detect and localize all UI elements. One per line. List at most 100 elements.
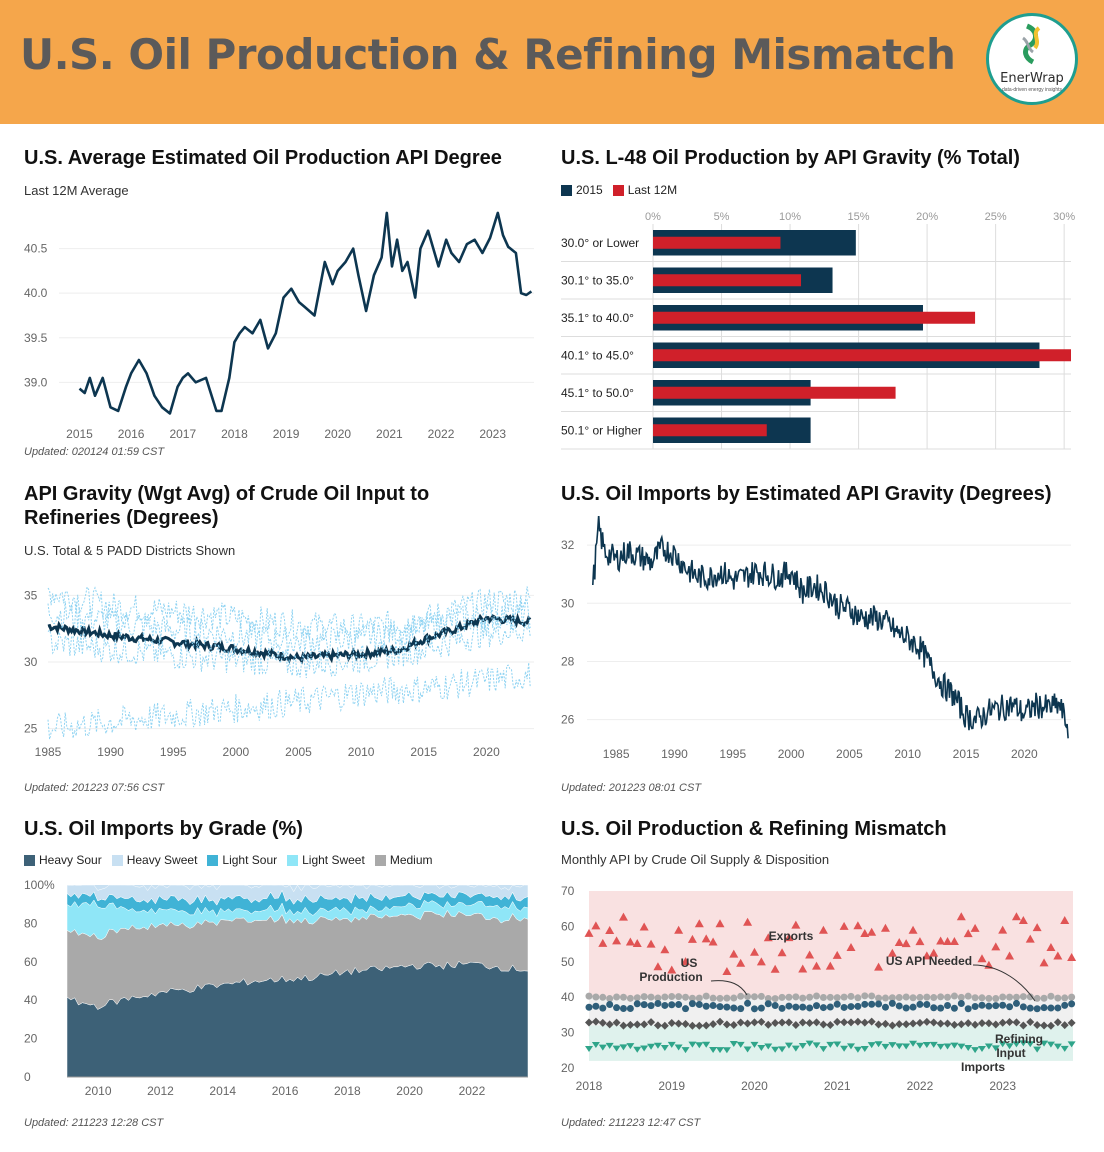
marker-exports: [956, 912, 966, 921]
marker-us-api-needed: [778, 993, 786, 1001]
marker-us-api-needed: [868, 992, 876, 1000]
marker-exports: [598, 938, 608, 947]
x-tick-label: 2018: [334, 1084, 361, 1098]
marker-us-production: [1061, 1001, 1069, 1009]
marker-refining-input: [764, 1020, 773, 1029]
marker-imports: [771, 1046, 780, 1053]
marker-imports: [867, 1042, 876, 1049]
marker-refining-input: [1040, 1021, 1049, 1030]
marker-refining-input: [750, 1018, 759, 1027]
marker-imports: [991, 1045, 1000, 1052]
marker-exports: [791, 920, 801, 929]
marker-imports: [812, 1042, 821, 1049]
marker-refining-input: [619, 1021, 628, 1030]
marker-exports: [701, 934, 711, 943]
marker-us-production: [847, 1003, 855, 1011]
marker-us-production: [923, 1000, 931, 1008]
legend-item: Light Sour: [207, 853, 277, 867]
marker-us-api-needed: [875, 994, 883, 1002]
annotation-arrow: [710, 980, 748, 996]
marker-exports: [756, 957, 766, 966]
marker-us-production: [654, 1000, 662, 1008]
marker-imports: [619, 1044, 628, 1051]
marker-refining-input: [826, 1021, 835, 1030]
x-tick-label: 2015: [953, 747, 980, 761]
marker-exports: [915, 937, 925, 946]
category-label: 30.1° to 35.0°: [561, 273, 634, 287]
marker-us-production: [992, 1002, 1000, 1010]
marker-imports: [922, 1041, 931, 1048]
chart-plot: 0 20 40 60 80 100% 2010 2012 2014 2016 2018 2020 202…: [24, 878, 529, 1098]
marker-imports: [888, 1042, 897, 1049]
marker-imports: [612, 1045, 621, 1052]
marker-exports: [922, 951, 932, 960]
marker-imports: [881, 1043, 890, 1050]
marker-us-production: [1026, 1004, 1034, 1012]
marker-us-api-needed: [764, 994, 772, 1002]
marker-us-api-needed: [647, 993, 655, 1001]
marker-exports: [1067, 953, 1077, 962]
y-tick-label: 30: [561, 596, 575, 610]
x-tick-label: 2020: [324, 427, 351, 441]
marker-us-production: [785, 1002, 793, 1010]
marker-exports: [846, 943, 856, 952]
marker-refining-input: [936, 1019, 945, 1028]
x-tick-label: 2020: [741, 1079, 768, 1093]
marker-us-api-needed: [1047, 992, 1055, 1000]
logo-tagline: data-driven energy insights: [1001, 87, 1063, 93]
marker-us-production: [682, 1005, 690, 1013]
marker-refining-input: [798, 1018, 807, 1027]
marker-refining-input: [860, 1018, 869, 1027]
x-tick-label: 0%: [645, 211, 661, 223]
marker-exports: [639, 922, 649, 931]
x-tick-label: 2016: [118, 427, 145, 441]
y-tick-label: 60: [561, 919, 575, 933]
marker-us-api-needed: [1012, 993, 1020, 1001]
series-line-padd: [47, 585, 531, 643]
marker-refining-input: [647, 1018, 656, 1027]
marker-us-api-needed: [613, 993, 621, 1001]
chart-title: U.S. Oil Imports by Estimated API Gravit…: [561, 483, 1052, 505]
marker-us-production: [854, 1002, 862, 1010]
x-tick-label: 2016: [272, 1084, 299, 1098]
chart-subtitle: Last 12M Average: [24, 183, 129, 198]
x-tick-label: 2005: [285, 745, 312, 759]
marker-us-api-needed: [792, 993, 800, 1001]
legend-swatch: [374, 854, 386, 866]
marker-refining-input: [895, 1020, 904, 1029]
marker-exports: [667, 965, 677, 974]
marker-us-api-needed: [1061, 994, 1069, 1002]
marker-refining-input: [605, 1020, 614, 1029]
legend-swatch: [287, 854, 299, 866]
marker-us-production: [875, 1000, 883, 1008]
marker-us-production: [771, 1002, 779, 1010]
x-tick-label: 2020: [396, 1084, 423, 1098]
marker-us-production: [599, 1004, 607, 1012]
x-tick-label: 1995: [719, 747, 746, 761]
x-tick-label: 2020: [473, 745, 500, 759]
x-tick-label: 2021: [824, 1079, 851, 1093]
marker-exports: [998, 925, 1008, 934]
marker-exports: [784, 933, 794, 942]
y-tick-label: 30: [561, 1026, 575, 1040]
y-tick-label: 32: [561, 538, 575, 552]
annotation-us-api-needed: US API Needed: [886, 954, 972, 968]
marker-refining-input: [971, 1020, 980, 1029]
y-tick-label: 70: [561, 884, 575, 898]
marker-imports: [936, 1043, 945, 1050]
marker-us-production: [964, 1005, 972, 1013]
marker-refining-input: [757, 1017, 766, 1026]
x-tick-label: 2000: [778, 747, 805, 761]
marker-imports: [633, 1046, 642, 1053]
marker-us-production: [716, 1003, 724, 1011]
marker-us-api-needed: [806, 993, 814, 1001]
marker-imports: [998, 1041, 1007, 1048]
marker-us-production: [1054, 1004, 1062, 1012]
marker-us-api-needed: [702, 992, 710, 1000]
x-tick-label: 2021: [376, 427, 403, 441]
marker-exports: [880, 923, 890, 932]
x-tick-label: 2000: [223, 745, 250, 759]
legend-swatch: [612, 184, 624, 196]
marker-us-api-needed: [744, 992, 752, 1000]
marker-imports: [660, 1045, 669, 1052]
